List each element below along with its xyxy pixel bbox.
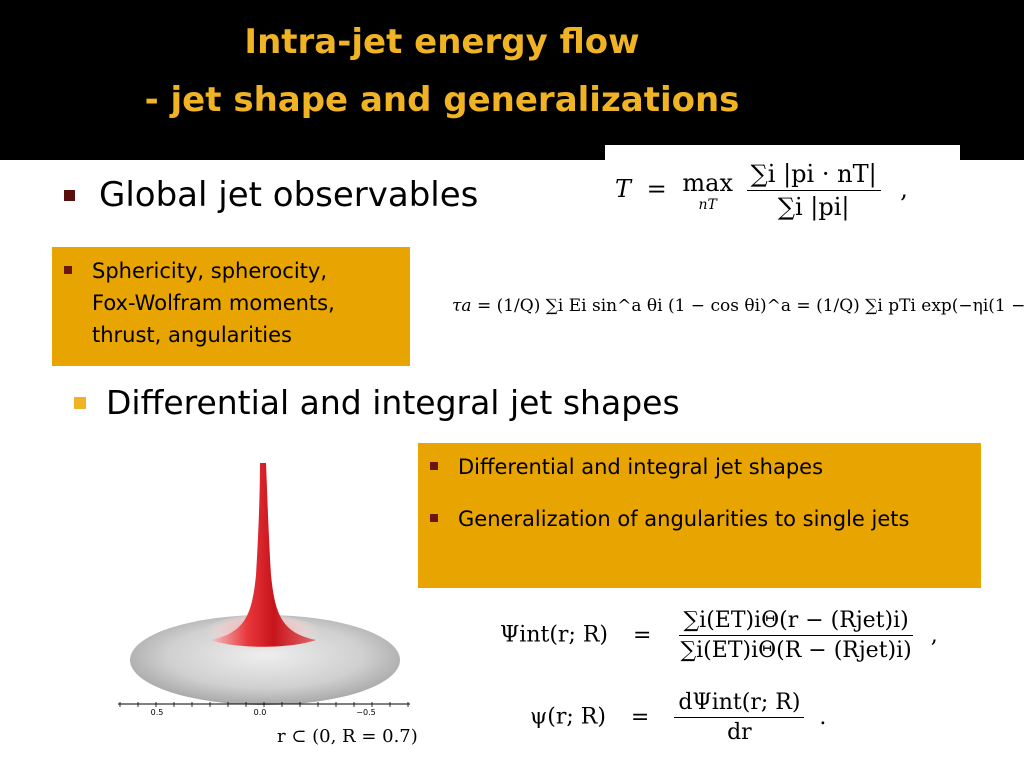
thrust-numerator: ∑i |pi · nT| [746,160,881,191]
tau-lhs: τa [452,296,472,316]
psi-int-denominator: ∑i(ET)iΘ(R − (Rjet)i) [680,638,912,663]
thrust-fraction: ∑i |pi · nT| ∑i |pi| [746,160,881,221]
bullet-square-icon [430,462,438,470]
gold-box-global [52,247,410,366]
sub-bullet-line: thrust, angularities [92,323,292,347]
plot-tick-label: −0.5 [356,708,375,717]
thrust-equation-box [605,145,960,245]
bullet-square-icon [64,266,72,274]
psi-equation: ψ(r; R) = dΨint(r; R) dr . [530,690,826,745]
plot-tick-label: 0.0 [254,708,267,717]
title-bar: Intra-jet energy flow - jet shape and ge… [0,0,1024,160]
disc-surface [130,615,400,705]
sub-bullet-line: Generalization of angularities to single… [458,507,910,531]
thrust-max-label: max [682,168,734,197]
slide-title-line-2: - jet shape and generalizations [144,80,740,120]
thrust-denominator: ∑i |pi| [777,193,850,221]
bullet-square-icon [74,396,86,409]
bullet-square-icon [64,189,75,201]
slide-title-line-1: Intra-jet energy flow [244,22,640,62]
psi-numerator: dΨint(r; R) [674,690,805,718]
thrust-max-sub: nT [698,196,717,213]
psi-fraction: dΨint(r; R) dr [674,690,805,745]
sub-bullet-line: Differential and integral jet shapes [458,455,824,479]
jet-shape-surface: 0.5 0.0 −0.5 [118,463,410,717]
psi-int-numerator: ∑i(ET)iΘ(r − (Rjet)i) [679,608,913,636]
gold-item-differential-2: Generalization of angularities to single… [430,503,909,535]
thrust-eq-sign: = [646,175,667,203]
psi-lhs: ψ(r; R) [530,704,606,730]
jet-shape-plot: 0.5 0.0 −0.5 [110,455,415,755]
bullet-global-observables: Global jet observables [64,175,478,215]
tau-rhs: = (1/Q) ∑i Ei sin^a θi (1 − cos θi)^a = … [476,296,1024,316]
psi-period: . [819,704,827,730]
jet-peak [210,463,316,647]
psi-int-comma: , [930,622,938,648]
thrust-comma: , [900,175,908,203]
psi-int-eq-sign: = [633,622,652,648]
plot-caption: r ⊂ (0, R = 0.7) [277,726,418,747]
psi-int-lhs: Ψint(r; R) [500,622,608,648]
bullet-global-text: Global jet observables [99,175,479,215]
plot-axis-ticks [119,702,409,707]
psi-int-equation: Ψint(r; R) = ∑i(ET)iΘ(r − (Rjet)i) ∑i(ET… [500,608,938,663]
bullet-differential-text: Differential and integral jet shapes [106,383,680,422]
psi-eq-sign: = [630,704,650,730]
gold-box-differential [418,443,981,588]
thrust-equation: T = max nT ∑i |pi · nT| ∑i |pi| , [615,160,908,221]
plot-tick-label: 0.5 [151,708,164,717]
sub-bullet-line: Sphericity, spherocity, [92,259,327,283]
bullet-square-icon [430,514,438,522]
bullet-differential: Differential and integral jet shapes [74,383,680,422]
tau-equation: τa = (1/Q) ∑i Ei sin^a θi (1 − cos θi)^a… [452,296,1024,316]
gold-item-differential-1: Differential and integral jet shapes [430,451,823,483]
thrust-max: max nT [682,169,733,213]
sub-bullet-line: Fox-Wolfram moments, [92,291,335,315]
psi-int-fraction: ∑i(ET)iΘ(r − (Rjet)i) ∑i(ET)iΘ(R − (Rjet… [676,608,915,663]
thrust-lhs: T [615,175,632,203]
gold-item-global: Sphericity, spherocity, Fox-Wolfram mome… [64,255,335,351]
psi-denominator: dr [727,720,752,745]
